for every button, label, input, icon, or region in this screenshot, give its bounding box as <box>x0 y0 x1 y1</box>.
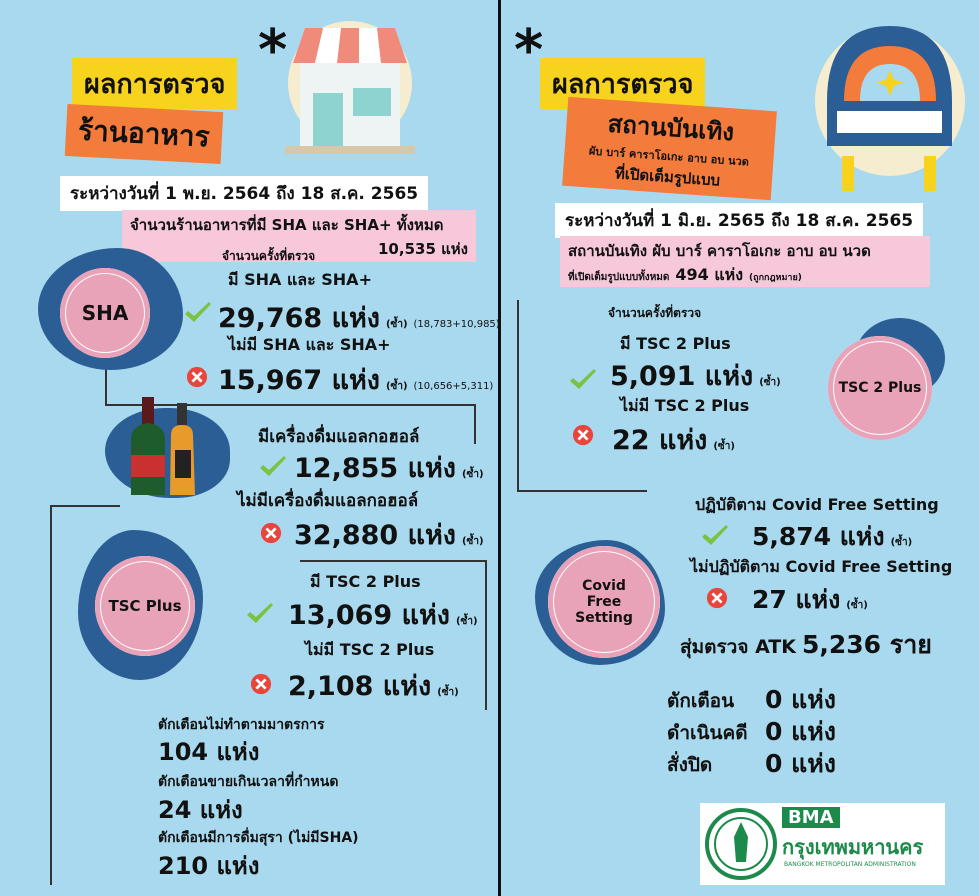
result-label: มี TSC 2 Plus <box>310 570 421 595</box>
right-total-row: ที่เปิดเต็มรูปแบบทั้งหมด 494 แห่ง (ถูกกฎ… <box>568 263 922 288</box>
logo-emblem <box>704 807 778 881</box>
result-detail: (10,656+5,311) <box>414 381 494 392</box>
result-label: มี SHA และ SHA+ <box>228 268 372 293</box>
result-value: 15,967 แห่ง <box>218 358 380 401</box>
asterisk: * <box>514 18 543 83</box>
repeat-note: (ซ้ำ) <box>456 614 478 629</box>
left-title: ผลการตรวจ <box>72 58 237 109</box>
x-icon <box>260 522 282 544</box>
asterisk: * <box>258 18 287 83</box>
left-period: ระหว่างวันที่ 1 พ.ย. 2564 ถึง 18 ส.ค. 25… <box>60 176 428 211</box>
result-label: ไม่ปฏิบัติตาม Covid Free Setting <box>690 555 952 580</box>
repeat-note: (ซ้ำ) <box>386 379 408 394</box>
covid-badge-line: Covid <box>582 578 626 594</box>
result-label: ไม่มี TSC 2 Plus <box>620 394 749 419</box>
warning-value: 210 แห่ง <box>158 846 259 885</box>
repeat-note: (ซ้ำ) <box>462 534 484 549</box>
result-row: 15,967 แห่ง (ซ้ำ) (10,656+5,311) <box>218 358 493 401</box>
right-total-box: สถานบันเทิง ผับ บาร์ คาราโอเกะ อาบ อบ นว… <box>560 236 930 287</box>
result-label: ปฏิบัติตาม Covid Free Setting <box>695 493 939 518</box>
right-total-value: 494 แห่ง <box>675 263 743 288</box>
repeat-note: (ซ้ำ) <box>846 598 868 613</box>
result-row: 32,880 แห่ง (ซ้ำ) <box>294 513 484 556</box>
result-value: 32,880 แห่ง <box>294 513 456 556</box>
check-icon <box>258 455 288 479</box>
atk-label: สุ่มตรวจ ATK <box>680 632 796 662</box>
booth-illustration <box>812 6 967 196</box>
result-detail: (18,783+10,985) <box>414 319 500 330</box>
result-row: 13,069 แห่ง (ซ้ำ) <box>288 593 478 636</box>
connector <box>517 490 647 492</box>
result-label: ไม่มีเครื่องดื่มแอลกอฮอล์ <box>237 487 418 514</box>
check-icon <box>700 524 730 548</box>
shop-illustration <box>285 8 415 163</box>
repeat-note: (ซ้ำ) <box>891 535 913 550</box>
repeat-note: (ซ้ำ) <box>462 467 484 482</box>
covid-badge-line: Free <box>587 594 622 610</box>
tsc2-badge: TSC 2 Plus <box>828 336 932 440</box>
covid-badge-line: Setting <box>575 610 633 626</box>
result-label: ไม่มี SHA และ SHA+ <box>228 333 391 358</box>
check-icon <box>183 301 213 325</box>
repeat-note: (ซ้ำ) <box>386 317 408 332</box>
connector <box>50 505 120 507</box>
check-icon <box>568 368 598 392</box>
action-label: ตักเตือน <box>667 686 734 716</box>
action-label: ดำเนินคดี <box>667 718 748 748</box>
check-icon <box>245 602 275 626</box>
repeat-note: (ซ้ำ) <box>437 685 459 700</box>
covid-badge: Covid Free Setting <box>548 546 660 658</box>
result-value: 27 แห่ง <box>752 580 840 620</box>
atk-value: 5,236 ราย <box>802 625 932 665</box>
result-row: 27 แห่ง (ซ้ำ) <box>752 580 868 620</box>
result-value: 2,108 แห่ง <box>288 664 431 707</box>
result-value: 12,855 แห่ง <box>294 446 456 489</box>
result-value: 13,069 แห่ง <box>288 593 450 636</box>
result-row: 22 แห่ง (ซ้ำ) <box>612 418 735 461</box>
right-total-label2: ที่เปิดเต็มรูปแบบทั้งหมด <box>568 270 669 285</box>
connector <box>50 505 52 885</box>
bottles-illustration <box>125 395 210 500</box>
right-total-label: สถานบันเทิง ผับ บาร์ คาราโอเกะ อาบ อบ นว… <box>568 239 922 263</box>
result-value: 5,091 แห่ง <box>610 354 753 397</box>
result-label: ไม่มี TSC 2 Plus <box>305 638 434 663</box>
right-subtitle-box: สถานบันเทิง ผับ บาร์ คาราโอเกะ อาบ อบ นว… <box>562 97 777 200</box>
logo-short: BMA <box>782 807 840 828</box>
logo-english: BANGKOK METROPOLITAN ADMINISTRATION <box>784 861 916 868</box>
result-row: 5,874 แห่ง (ซ้ำ) <box>752 517 912 557</box>
x-icon <box>572 424 594 446</box>
atk-row: สุ่มตรวจ ATK 5,236 ราย <box>680 625 932 665</box>
result-row: 12,855 แห่ง (ซ้ำ) <box>294 446 484 489</box>
connector <box>517 300 519 492</box>
x-icon <box>186 366 208 388</box>
left-inspections-label: จำนวนครั้งที่ตรวจ <box>222 247 315 266</box>
repeat-note: (ซ้ำ) <box>713 439 735 454</box>
connector <box>474 404 476 444</box>
warning-value: 104 แห่ง <box>158 732 259 771</box>
action-label: สั่งปิด <box>667 750 712 780</box>
warning-value: 24 แห่ง <box>158 790 243 829</box>
connector <box>300 560 486 562</box>
result-value: 22 แห่ง <box>612 418 707 461</box>
left-subtitle: ร้านอาหาร <box>65 104 223 164</box>
connector <box>485 560 487 710</box>
logo-name: กรุงเทพมหานคร <box>782 831 923 863</box>
x-icon <box>706 587 728 609</box>
left-total-label: จำนวนร้านอาหารที่มี SHA และ SHA+ ทั้งหมด <box>130 213 468 237</box>
x-icon <box>250 673 272 695</box>
bma-logo: BMA กรุงเทพมหานคร BANGKOK METROPOLITAN A… <box>700 803 945 885</box>
right-inspections-label: จำนวนครั้งที่ตรวจ <box>608 304 701 323</box>
repeat-note: (ซ้ำ) <box>759 375 781 390</box>
sha-badge: SHA <box>60 268 150 358</box>
action-value: 0 แห่ง <box>765 744 836 784</box>
divider <box>498 0 501 896</box>
result-row: 2,108 แห่ง (ซ้ำ) <box>288 664 459 707</box>
result-row: 5,091 แห่ง (ซ้ำ) <box>610 354 781 397</box>
infographic: * ผลการตรวจ ร้านอาหาร ระหว่างวันที่ 1 พ.… <box>0 0 979 896</box>
right-total-note: (ถูกกฎหมาย) <box>749 270 802 284</box>
right-period: ระหว่างวันที่ 1 มิ.ย. 2565 ถึง 18 ส.ค. 2… <box>555 203 923 238</box>
result-value: 5,874 แห่ง <box>752 517 885 557</box>
tsc-badge: TSC Plus <box>95 556 195 656</box>
